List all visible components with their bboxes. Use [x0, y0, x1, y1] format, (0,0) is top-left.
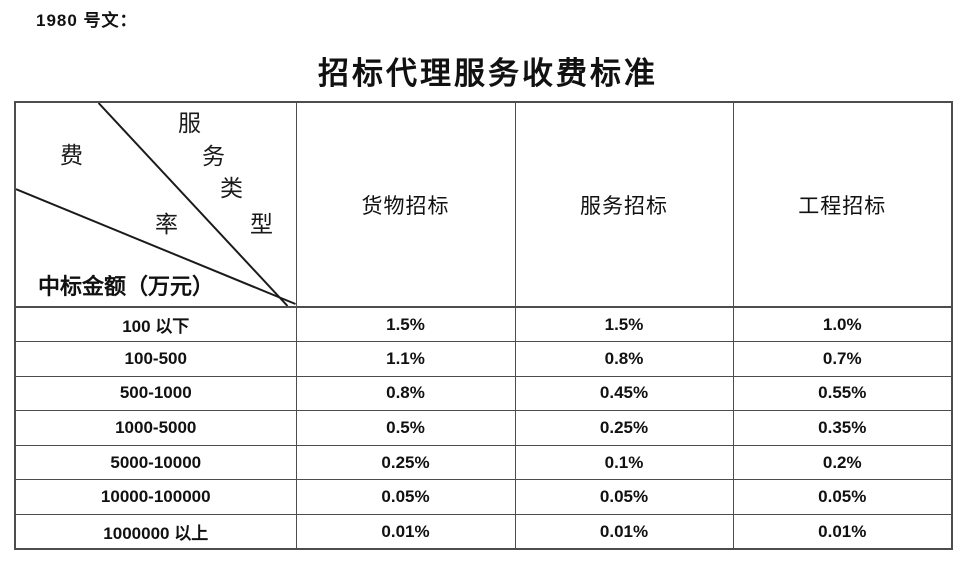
- amount-range-cell: 100-500: [14, 341, 297, 377]
- table-header-row: 服 务 类 型 费 率 中标金额（万元） 货物招标 服务招标 工程招标: [14, 101, 953, 308]
- corner-amount-axis-label: 中标金额（万元）: [38, 274, 215, 299]
- rate-cell: 0.45%: [514, 375, 734, 412]
- amount-range-cell: 10000-100000: [14, 479, 297, 516]
- rate-cell: 0.05%: [295, 479, 516, 516]
- column-header-goods-bidding: 货物招标: [295, 101, 516, 308]
- column-header-service-bidding: 服务招标: [514, 101, 734, 308]
- rate-cell: 0.7%: [732, 341, 953, 377]
- table-row: 1000-5000 0.5% 0.25% 0.35%: [14, 410, 953, 446]
- table-body: 100 以下 1.5% 1.5% 1.0% 100-500 1.1% 0.8% …: [14, 306, 953, 550]
- rate-cell: 0.01%: [295, 514, 516, 550]
- table-row: 10000-100000 0.05% 0.05% 0.05%: [14, 479, 953, 516]
- corner-service-type-char: 服: [178, 111, 201, 136]
- corner-service-type-char: 务: [202, 144, 225, 169]
- rate-cell: 0.8%: [295, 375, 516, 412]
- rate-cell: 0.05%: [514, 479, 734, 516]
- rate-cell: 0.01%: [514, 514, 734, 550]
- rate-cell: 0.55%: [732, 375, 953, 412]
- rate-cell: 1.5%: [514, 306, 734, 343]
- page-title: 招标代理服务收费标准: [318, 56, 658, 91]
- amount-range-cell: 500-1000: [14, 375, 297, 412]
- corner-service-type-char: 型: [250, 212, 273, 237]
- rate-cell: 0.25%: [514, 410, 734, 446]
- corner-fee-rate-char: 费: [60, 143, 83, 168]
- rate-cell: 1.5%: [295, 306, 516, 343]
- rate-cell: 1.0%: [732, 306, 953, 343]
- rate-cell: 0.01%: [732, 514, 953, 550]
- rate-cell: 0.2%: [732, 444, 953, 481]
- amount-range-cell: 1000-5000: [14, 410, 297, 446]
- rate-cell: 1.1%: [295, 341, 516, 377]
- amount-range-cell: 1000000 以上: [14, 514, 297, 550]
- fee-standard-table: 服 务 类 型 费 率 中标金额（万元） 货物招标 服务招标 工程招标 100 …: [14, 101, 953, 551]
- corner-service-type-char: 类: [220, 176, 243, 201]
- corner-fee-rate-char: 率: [155, 212, 178, 237]
- table-corner-cell: 服 务 类 型 费 率 中标金额（万元）: [14, 101, 297, 308]
- rate-cell: 0.5%: [295, 410, 516, 446]
- table-row: 500-1000 0.8% 0.45% 0.55%: [14, 375, 953, 412]
- rate-cell: 0.25%: [295, 444, 516, 481]
- rate-cell: 0.05%: [732, 479, 953, 516]
- rate-cell: 0.1%: [514, 444, 734, 481]
- rate-cell: 0.8%: [514, 341, 734, 377]
- table-row: 1000000 以上 0.01% 0.01% 0.01%: [14, 514, 953, 550]
- table-row: 100-500 1.1% 0.8% 0.7%: [14, 341, 953, 377]
- amount-range-cell: 100 以下: [14, 306, 297, 343]
- doc-ref-label: 1980 号文：: [36, 11, 138, 30]
- table-row: 5000-10000 0.25% 0.1% 0.2%: [14, 444, 953, 481]
- table-row: 100 以下 1.5% 1.5% 1.0%: [14, 306, 953, 343]
- column-header-works-bidding: 工程招标: [732, 101, 953, 308]
- amount-range-cell: 5000-10000: [14, 444, 297, 481]
- rate-cell: 0.35%: [732, 410, 953, 446]
- diagonal-divider-lines: [16, 103, 295, 305]
